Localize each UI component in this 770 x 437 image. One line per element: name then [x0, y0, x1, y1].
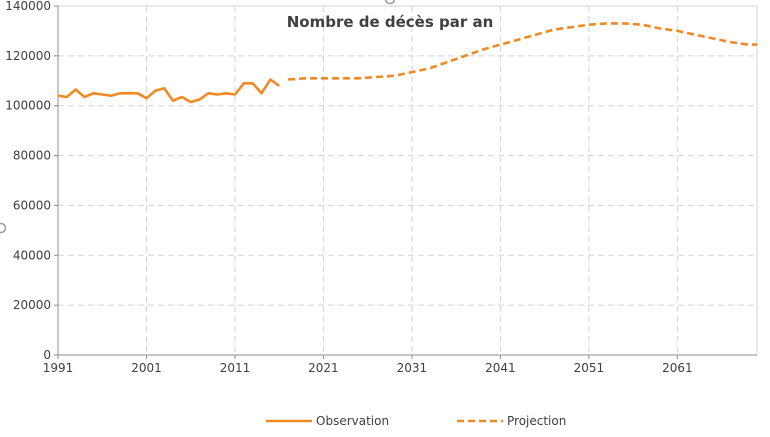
resize-handle-top[interactable]	[384, 0, 396, 5]
x-tick-label: 2031	[397, 361, 428, 375]
x-tick-label: 2021	[308, 361, 339, 375]
x-tick-label: 2051	[574, 361, 605, 375]
y-tick-label: 40000	[13, 248, 51, 262]
legend-label-projection: Projection	[507, 414, 566, 428]
resize-handle-left[interactable]	[0, 222, 7, 234]
grid	[58, 5, 758, 355]
y-tick-label: 120000	[5, 49, 51, 63]
x-tick-label: 2041	[485, 361, 516, 375]
y-tick-label: 0	[43, 348, 51, 362]
series-line-projection	[288, 22, 757, 81]
x-tick-label: 2001	[131, 361, 162, 375]
series-line-observation	[57, 78, 280, 104]
x-tick-labels: 1991 2001 2011 2021 2031 2041 2051 2061	[43, 361, 693, 375]
chart-title: Nombre de décès par an	[287, 13, 494, 31]
y-tick-label: 140000	[5, 0, 51, 13]
legend-label-observation: Observation	[316, 414, 389, 428]
x-tick-label: 1991	[43, 361, 74, 375]
series-lines	[57, 22, 757, 104]
y-tick-labels: 0 20000 40000 60000 80000 100000 120000 140000	[5, 0, 51, 362]
y-tick-label: 80000	[13, 149, 51, 163]
x-tick-label: 2011	[220, 361, 251, 375]
y-tick-label: 60000	[13, 198, 51, 212]
y-tick-label: 100000	[5, 99, 51, 113]
axes	[54, 5, 757, 359]
y-tick-label: 20000	[13, 298, 51, 312]
x-tick-label: 2061	[662, 361, 693, 375]
legend: Observation Projection	[266, 414, 566, 428]
